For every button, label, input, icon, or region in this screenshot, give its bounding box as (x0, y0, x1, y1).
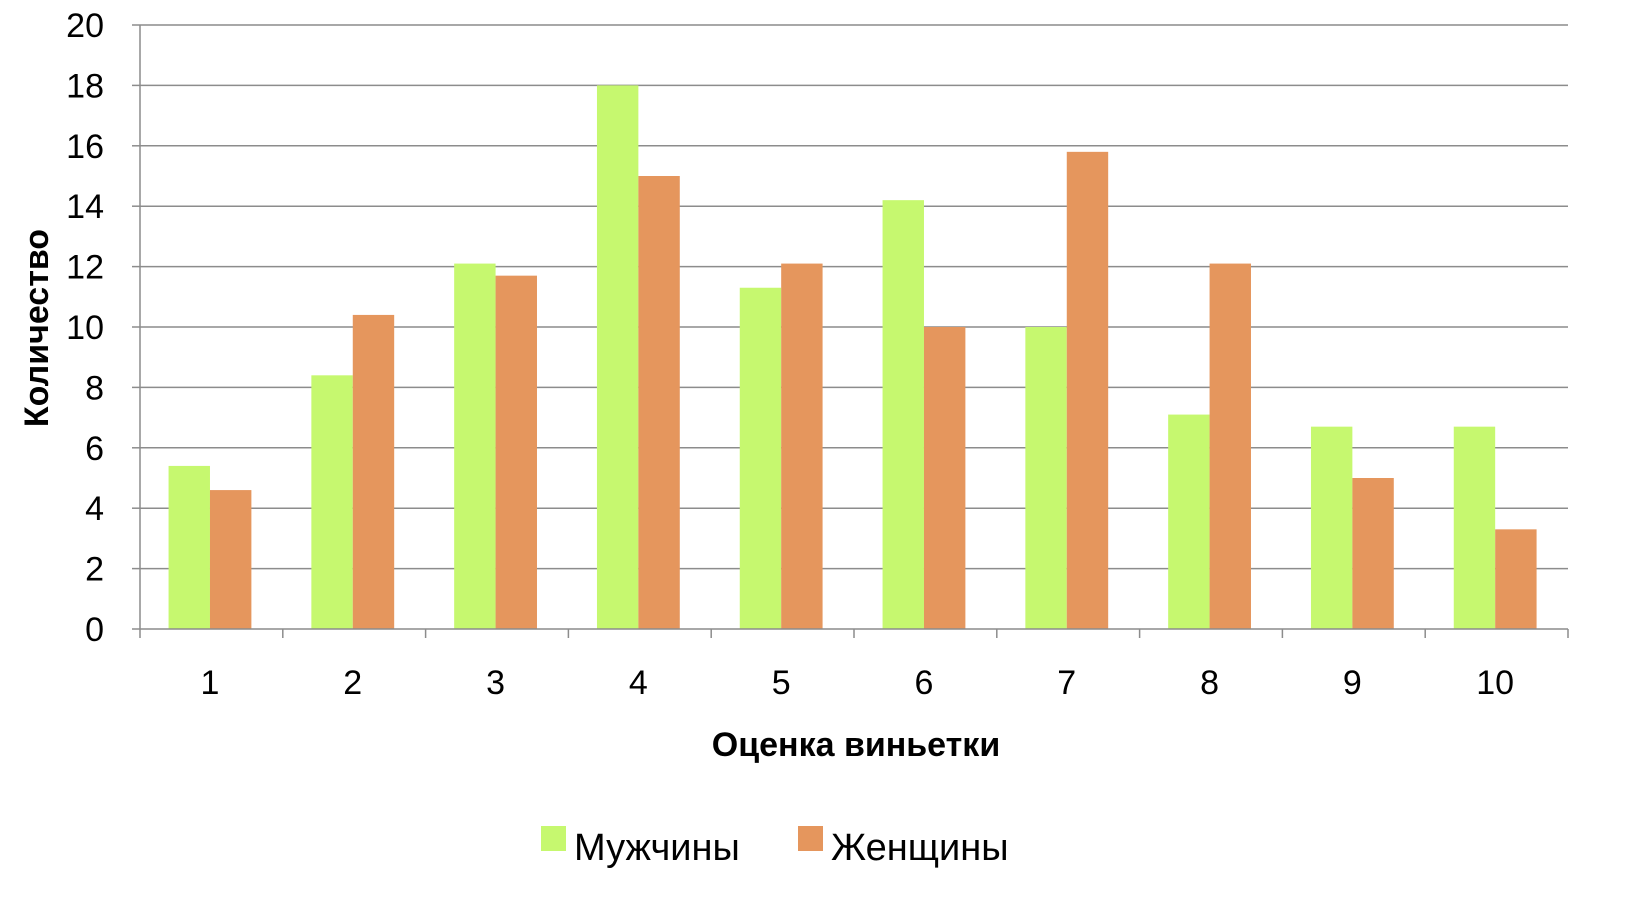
bar-series2-9 (1352, 478, 1394, 629)
x-tick-label: 7 (1057, 664, 1076, 702)
y-tick-label: 18 (66, 67, 104, 105)
y-tick-label: 14 (66, 188, 104, 226)
x-tick-label: 4 (629, 664, 648, 702)
y-tick-label: 6 (85, 430, 104, 468)
bar-series2-1 (209, 490, 252, 629)
bar-series1-1 (168, 465, 210, 629)
x-tick-label: 2 (343, 664, 362, 702)
bar-series1-4 (596, 85, 639, 629)
bar-series2-10 (1495, 529, 1537, 629)
x-tick-label: 5 (772, 664, 791, 702)
x-tick-labels: 1 2 3 4 5 6 7 8 9 10 (201, 664, 1515, 702)
y-tick-label: 10 (66, 309, 104, 347)
y-tick-label: 12 (66, 249, 104, 287)
bar-series2-2 (352, 314, 395, 629)
bar-series1-3 (454, 263, 496, 629)
y-tick-label: 0 (85, 611, 104, 649)
bar-series1-5 (739, 287, 782, 629)
legend-swatch (798, 826, 823, 851)
bars (168, 85, 1537, 629)
bar-series2-6 (923, 327, 966, 629)
bar-series1-6 (882, 200, 924, 629)
bar-series1-9 (1310, 426, 1353, 629)
legend-label: Мужчины (574, 827, 740, 869)
bar-series1-2 (311, 375, 353, 629)
x-tick-label: 6 (915, 664, 934, 702)
bar-series1-10 (1453, 426, 1496, 629)
bar-series1-8 (1168, 414, 1210, 629)
bar-series2-4 (638, 176, 680, 629)
x-tick-label: 8 (1200, 664, 1219, 702)
y-tick-label: 20 (66, 7, 104, 45)
bar-series2-8 (1209, 263, 1251, 629)
y-tick-label: 16 (66, 128, 104, 166)
legend-swatch (541, 826, 566, 851)
bar-series2-3 (495, 275, 537, 629)
x-axis-title: Оценка виньетки (712, 726, 1000, 764)
y-tick-label: 8 (85, 369, 104, 407)
legend: Мужчины Женщины (541, 826, 1009, 869)
bar-series2-7 (1066, 151, 1109, 629)
y-tick-labels: 0 2 4 6 8 10 12 14 16 18 20 (66, 7, 104, 649)
axes (132, 24, 1569, 638)
x-tick-label: 10 (1476, 664, 1514, 702)
y-tick-label: 2 (85, 551, 104, 589)
y-axis-title: Количество (18, 229, 56, 427)
bar-series2-5 (781, 263, 823, 629)
legend-label: Женщины (831, 827, 1009, 869)
x-tick-label: 1 (201, 664, 220, 702)
bar-series1-7 (1025, 327, 1067, 629)
x-tick-label: 9 (1343, 664, 1362, 702)
x-tick-label: 3 (486, 664, 505, 702)
y-tick-label: 4 (85, 490, 104, 528)
